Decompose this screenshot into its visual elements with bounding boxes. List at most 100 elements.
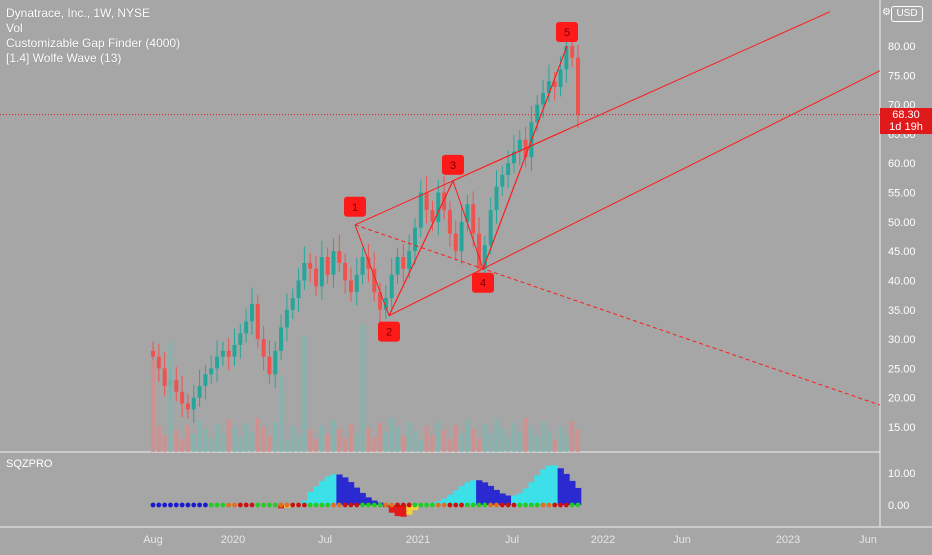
sqz-dot [476,502,482,508]
indicator-wolfe-wave[interactable]: [1.4] Wolfe Wave (13) [6,51,122,65]
volume-bar [209,438,214,452]
sqz-histogram-bar [540,469,547,505]
time-tick-label: Jun [673,534,691,546]
sqz-dot [523,502,529,508]
sqz-histogram-bar [412,505,419,511]
sqz-dot [220,502,226,508]
candle-body [348,280,353,293]
candle-body [447,210,452,234]
sqz-histogram-bar [470,480,477,505]
price-tick-label: 30.00 [888,334,916,346]
sqz-dot [296,502,301,508]
candle-body [308,262,313,269]
sqz-dot [261,502,267,508]
volume-bar [319,425,324,452]
indicator-volume[interactable]: Vol [6,21,23,35]
symbol-title[interactable]: Dynatrace, Inc., 1W, NYSE [6,6,151,20]
candle-body [372,268,377,293]
sqz-histogram-bar [464,482,471,505]
volume-bar [482,424,487,452]
price-tick-label: 50.00 [888,217,916,229]
currency-badge[interactable]: USD [891,6,923,22]
sqz-histogram-bar [511,495,518,505]
sqz-histogram-bar [359,492,366,505]
sqz-dot [249,502,255,508]
candle-body [477,233,482,269]
sqz-histogram-bar [481,482,489,505]
candle-body [284,309,289,328]
volume-bar [151,360,155,452]
candle-body [209,368,214,375]
candle-body [506,163,511,175]
volume-bar [255,418,260,452]
candle-body [273,350,278,375]
sqz-dot [150,502,156,508]
candle-body [430,210,435,222]
sqz-dot [214,502,220,508]
sqz-dot [569,502,575,508]
volume-bar [546,431,551,452]
volume-bar [273,422,278,452]
candle-body [325,257,330,275]
last-price-tag: 68.30 1d 19h [880,108,932,134]
sqz-histogram-bar [330,474,337,505]
volume-bar [174,430,179,452]
sqz-dot [226,502,232,508]
sqz-dot [400,502,406,508]
volume-bar [383,432,388,452]
candle-body [558,69,563,88]
wolfe-marker [378,321,400,342]
volume-bar [348,424,353,452]
price-tick-label: 15.00 [888,422,916,434]
gear-icon[interactable]: ⚙ [882,7,891,18]
indicator-gap-finder[interactable]: Customizable Gap Finder (4000) [6,36,181,50]
sqz-dot [162,502,168,508]
candle-body [290,298,295,310]
sqz-histogram-bar [493,489,500,505]
sqz-histogram-bar [499,493,506,505]
sqz-dot [418,502,424,508]
candle-body [412,227,417,252]
sqz-dot [366,502,371,508]
sqz-histogram-bar [318,480,326,505]
volume-bar [343,438,348,452]
volume-bar [267,436,272,452]
wolfe-marker [442,154,464,175]
volume-bar [552,440,557,452]
candle-body [180,391,185,404]
sqz-dot [563,502,569,508]
volume-bar [191,434,196,452]
candle-body [366,257,371,269]
volume-bar [249,432,254,452]
volume-bar [471,429,476,452]
sqz-histogram-bar [557,468,564,505]
sqz-histogram-bar [522,488,529,505]
volume-bar [511,423,516,452]
wolfe-marker-label: 1 [352,202,358,214]
candle-body [279,327,284,351]
volume-bar [314,439,319,452]
sqz-dot [156,502,162,508]
sqz-dot [336,502,342,508]
sqz-dot [441,502,447,508]
sqz-dot [232,502,237,508]
sqz-dot [237,502,243,508]
volume-bar [570,421,575,452]
sqz-dot [354,502,360,508]
sqz-dot [377,502,383,508]
candle-body [535,104,540,123]
price-tick-label: 25.00 [888,363,916,375]
sqz-dot [552,502,558,508]
sqz-histogram-bar [575,487,582,505]
candle-body [185,403,190,410]
sqz-histogram-bar [353,487,361,505]
volume-bar [517,432,522,452]
wolfe-line-4-5 [482,45,568,269]
wolfe-line-3-5 [452,129,568,182]
chart-legend: Dynatrace, Inc., 1W, NYSE Vol Customizab… [6,6,180,66]
sqz-histogram-bar [324,476,331,505]
sqz-histogram-bar [487,485,494,505]
subpane-title[interactable]: SQZPRO [6,458,53,470]
volume-bar [284,440,289,452]
